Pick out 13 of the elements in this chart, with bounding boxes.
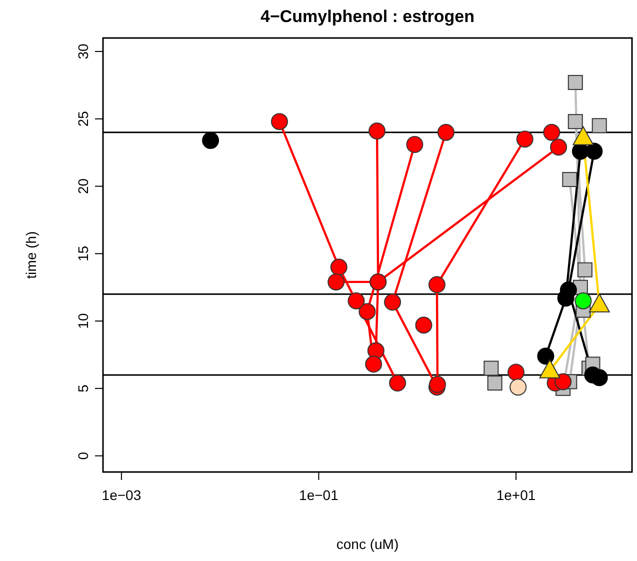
y-tick-label: 10	[75, 313, 91, 329]
y-tick-label: 30	[75, 43, 91, 60]
chart-title: 4−Cumylphenol : estrogen	[260, 7, 474, 26]
y-tick-label: 0	[75, 452, 91, 460]
y-axis-title: time (h)	[23, 231, 39, 279]
y-tick-label: 15	[75, 246, 91, 262]
x-tick-label: 1e−03	[102, 487, 142, 503]
y-tick-label: 25	[75, 110, 91, 127]
x-tick-label: 1e−01	[299, 487, 339, 503]
y-tick-label: 5	[75, 384, 91, 392]
y-tick-label: 20	[75, 178, 91, 194]
x-tick-label: 1e+01	[496, 487, 536, 503]
x-axis-title: conc (uM)	[336, 536, 399, 552]
